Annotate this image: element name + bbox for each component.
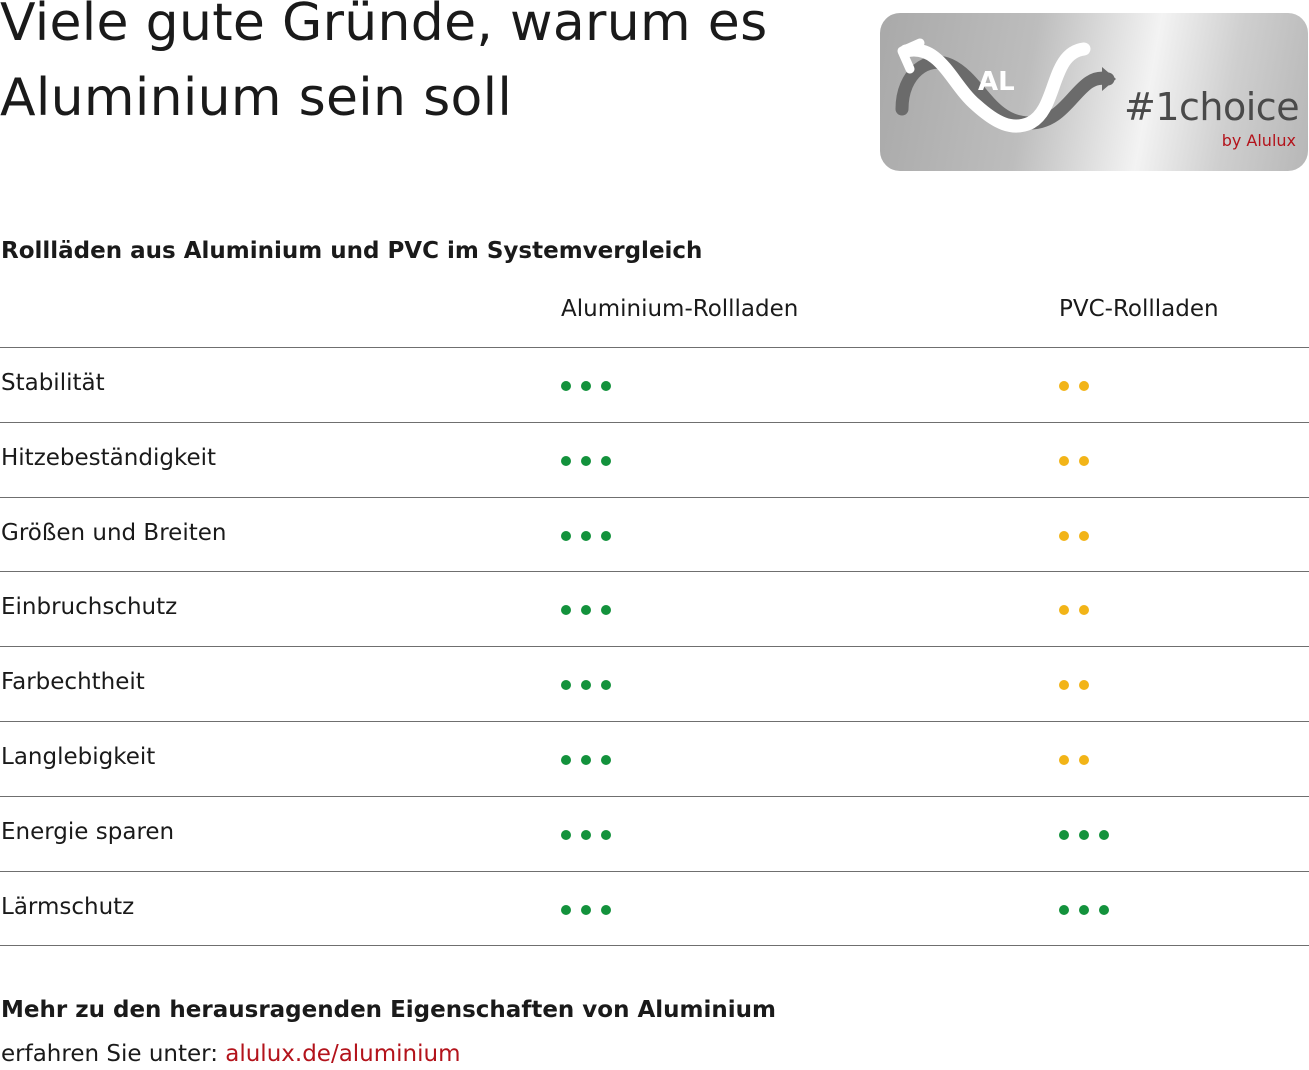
pvc-rating <box>1059 904 1109 915</box>
logo-brand: by Alulux <box>1221 131 1296 150</box>
rating-dot <box>561 605 571 616</box>
rating-dot <box>1059 455 1069 466</box>
comparison-subtitle: Rollläden aus Aluminium und PVC im Syste… <box>1 238 703 264</box>
rating-dot <box>601 829 611 840</box>
aluminium-rating <box>561 381 611 391</box>
rating-dot <box>1059 381 1069 391</box>
rating-dot <box>581 455 591 466</box>
rating-dot <box>1079 605 1089 616</box>
pvc-rating <box>1059 829 1109 840</box>
rating-dot <box>561 381 571 391</box>
rating-dot <box>1099 829 1109 840</box>
title-line-2: Aluminium sein soll <box>0 68 513 128</box>
rating-dot <box>561 904 571 915</box>
title-line-1: Viele gute Gründe, warum es <box>0 0 768 53</box>
table-row: Größen und Breiten <box>0 498 1309 573</box>
table-row: Stabilität <box>0 348 1309 423</box>
pvc-rating <box>1059 605 1089 616</box>
alulux-1choice-logo: AL #1choice by Alulux <box>880 13 1308 171</box>
table-row: Farbechtheit <box>0 647 1309 722</box>
rating-dot <box>601 904 611 915</box>
footer-link[interactable]: alulux.de/aluminium <box>225 1041 461 1067</box>
pvc-rating <box>1059 455 1089 466</box>
row-label: Lärmschutz <box>1 893 135 920</box>
pvc-rating <box>1059 680 1089 691</box>
rating-dot <box>1059 904 1069 915</box>
rating-dot <box>561 680 571 691</box>
aluminium-rating <box>561 530 611 541</box>
logo-tagline: #1choice <box>1124 85 1300 129</box>
rating-dot <box>601 455 611 466</box>
rating-dot <box>581 754 591 765</box>
rating-dot <box>581 829 591 840</box>
footer-text: erfahren Sie unter: alulux.de/aluminium <box>1 1041 461 1067</box>
infinity-arrows-icon <box>895 38 1116 133</box>
rating-dot <box>1059 680 1069 691</box>
logo-mark-text: AL <box>978 67 1015 97</box>
rating-dot <box>581 381 591 391</box>
comparison-table: Stabilität Hitzebeständigkeit Größen und B… <box>0 347 1309 947</box>
row-label: Hitzebeständigkeit <box>1 444 216 471</box>
rating-dot <box>581 680 591 691</box>
rating-dot <box>1079 754 1089 765</box>
row-label: Größen und Breiten <box>1 519 227 546</box>
row-label: Farbechtheit <box>1 669 145 696</box>
aluminium-rating <box>561 754 611 765</box>
row-label: Einbruchschutz <box>1 594 178 621</box>
row-label: Stabilität <box>1 370 105 396</box>
table-row: Energie sparen <box>0 797 1309 872</box>
rating-dot <box>1079 381 1089 391</box>
row-label: Energie sparen <box>1 818 175 845</box>
aluminium-rating <box>561 605 611 616</box>
rating-dot <box>581 904 591 915</box>
rating-dot <box>1059 605 1069 616</box>
rating-dot <box>1099 904 1109 915</box>
rating-dot <box>1059 829 1069 840</box>
row-label: Langlebigkeit <box>1 743 156 770</box>
rating-dot <box>561 455 571 466</box>
aluminium-rating <box>561 455 611 466</box>
page-title: Viele gute Gründe, warum es Aluminium se… <box>0 0 860 136</box>
rating-dot <box>1079 829 1089 840</box>
rating-dot <box>561 530 571 541</box>
rating-dot <box>1079 904 1089 915</box>
rating-dot <box>561 829 571 840</box>
footer-heading: Mehr zu den herausragenden Eigenschaften… <box>1 997 776 1023</box>
rating-dot <box>1059 754 1069 765</box>
column-header-aluminium: Aluminium-Rollladen <box>561 296 799 322</box>
rating-dot <box>601 605 611 616</box>
aluminium-rating <box>561 829 611 840</box>
table-row: Langlebigkeit <box>0 722 1309 797</box>
rating-dot <box>1079 680 1089 691</box>
rating-dot <box>1059 530 1069 541</box>
table-row: Einbruchschutz <box>0 572 1309 648</box>
rating-dot <box>601 381 611 391</box>
rating-dot <box>601 680 611 691</box>
aluminium-rating <box>561 904 611 915</box>
pvc-rating <box>1059 530 1089 541</box>
rating-dot <box>601 754 611 765</box>
rating-dot <box>1079 530 1089 541</box>
rating-dot <box>601 530 611 541</box>
rating-dot <box>1079 455 1089 466</box>
rating-dot <box>581 605 591 616</box>
aluminium-rating <box>561 680 611 691</box>
pvc-rating <box>1059 381 1089 391</box>
rating-dot <box>581 530 591 541</box>
pvc-rating <box>1059 754 1089 765</box>
rating-dot <box>561 754 571 765</box>
table-row: Lärmschutz <box>0 872 1309 947</box>
footer-prefix: erfahren Sie unter: <box>1 1041 226 1067</box>
column-header-pvc: PVC-Rollladen <box>1059 296 1219 322</box>
table-row: Hitzebeständigkeit <box>0 423 1309 498</box>
